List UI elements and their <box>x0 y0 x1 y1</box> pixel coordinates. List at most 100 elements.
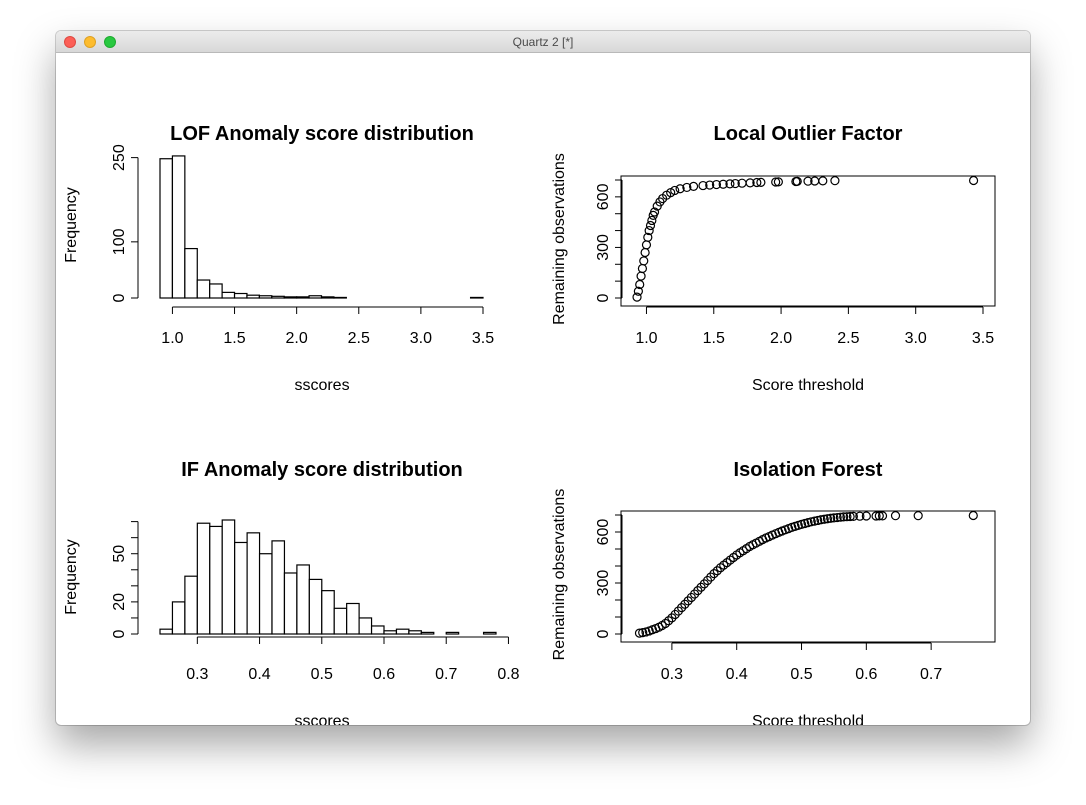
x-tick-label: 0.3 <box>186 666 208 683</box>
data-point <box>842 512 852 522</box>
data-point <box>632 292 642 302</box>
data-point <box>649 207 660 217</box>
data-point <box>871 511 881 521</box>
data-point <box>644 225 654 236</box>
x-tick-label: 1.0 <box>635 330 657 347</box>
x-tick-label: 3.5 <box>472 330 494 347</box>
data-point <box>752 177 762 188</box>
data-point <box>806 517 816 527</box>
y-tick-label: 0 <box>595 629 612 638</box>
y-axis-label: Remaining observations <box>551 489 568 661</box>
x-tick-label: 1.5 <box>703 330 725 347</box>
x-tick-label: 1.5 <box>223 330 245 347</box>
histogram-bar <box>333 296 347 299</box>
data-point <box>968 510 978 521</box>
histogram-bar <box>159 158 174 299</box>
histogram-bar <box>395 628 410 635</box>
histogram-bar <box>171 601 186 635</box>
y-axis-label: Frequency <box>63 539 80 615</box>
y-tick-label: 0 <box>595 293 612 302</box>
x-tick-label: 2.5 <box>348 330 370 347</box>
x-tick-label: 0.6 <box>855 666 877 683</box>
data-point <box>645 220 656 231</box>
data-point <box>826 513 836 523</box>
histogram-bar <box>196 279 211 299</box>
minimize-button[interactable] <box>84 36 96 48</box>
data-point <box>756 177 766 187</box>
x-axis-label: sscores <box>294 713 349 725</box>
data-point <box>818 176 828 186</box>
data-point <box>829 513 839 523</box>
y-tick-label: 0 <box>111 629 128 638</box>
data-point <box>633 286 643 296</box>
y-tick-label: 300 <box>595 234 612 261</box>
data-point <box>636 271 646 281</box>
data-point <box>913 511 923 521</box>
data-point <box>861 511 871 521</box>
data-point <box>670 185 680 196</box>
data-point <box>809 516 820 526</box>
histogram-bar <box>184 247 198 299</box>
data-point <box>709 569 719 579</box>
histogram-bar <box>358 617 373 635</box>
x-tick-label: 0.8 <box>497 666 519 683</box>
window-title: Quartz 2 [*] <box>512 35 574 49</box>
data-point <box>643 232 653 242</box>
chart-title: LOF Anomaly score distribution <box>170 123 474 145</box>
histogram-bar <box>283 572 298 635</box>
histogram-bar <box>283 296 298 299</box>
x-tick-label: 0.4 <box>248 666 270 683</box>
data-point <box>688 181 699 192</box>
y-tick-label: 20 <box>111 593 128 611</box>
histogram-bar <box>196 522 211 635</box>
y-tick-label: 300 <box>595 570 612 597</box>
histogram-bar <box>258 553 273 635</box>
histogram-bar <box>233 292 248 299</box>
data-point <box>638 628 648 638</box>
histogram-bar <box>420 631 435 635</box>
histogram-bar <box>171 155 186 299</box>
x-axis-label: Score threshold <box>752 377 864 394</box>
data-point <box>830 176 840 186</box>
x-tick-label: 0.5 <box>790 666 812 683</box>
x-axis-label: Score threshold <box>752 713 864 725</box>
data-point <box>682 182 692 193</box>
x-tick-label: 2.0 <box>286 330 308 347</box>
plot-canvas: LOF Anomaly score distribution sscores Fre… <box>63 123 996 725</box>
close-button[interactable] <box>64 36 76 48</box>
histogram-bar <box>445 631 460 635</box>
data-point <box>637 263 648 274</box>
quartz-window: Quartz 2 [*] LOF Anomaly score distribut… <box>56 31 1030 725</box>
data-point <box>813 515 823 526</box>
histogram-bar <box>370 625 385 635</box>
title-bar[interactable]: Quartz 2 [*] <box>56 31 1030 53</box>
histogram-bar <box>234 541 248 635</box>
data-point <box>712 566 722 576</box>
histogram-bar <box>271 540 286 635</box>
x-tick-label: 0.6 <box>373 666 395 683</box>
data-point <box>874 511 884 521</box>
histogram-bar <box>258 295 273 299</box>
data-point <box>822 514 833 524</box>
chart-title: Isolation Forest <box>734 459 883 481</box>
maximize-button[interactable] <box>104 36 116 48</box>
data-point <box>660 618 671 629</box>
y-tick-label: 250 <box>111 144 128 171</box>
histogram-bar <box>321 590 335 635</box>
data-point <box>835 512 846 522</box>
plot-box <box>620 175 996 307</box>
plot-box <box>620 510 996 643</box>
histogram-bar <box>346 602 360 635</box>
histogram-bar <box>469 296 484 299</box>
data-point <box>647 215 657 226</box>
histogram-bar <box>246 532 261 635</box>
y-tick-label: 100 <box>111 228 128 255</box>
data-point <box>773 177 783 187</box>
data-point <box>639 256 649 266</box>
data-point <box>890 511 901 521</box>
y-axis-label: Remaining observations <box>551 153 568 325</box>
data-point <box>848 511 858 521</box>
data-point <box>845 511 855 522</box>
data-point <box>855 511 865 521</box>
y-axis-label: Frequency <box>63 187 80 263</box>
